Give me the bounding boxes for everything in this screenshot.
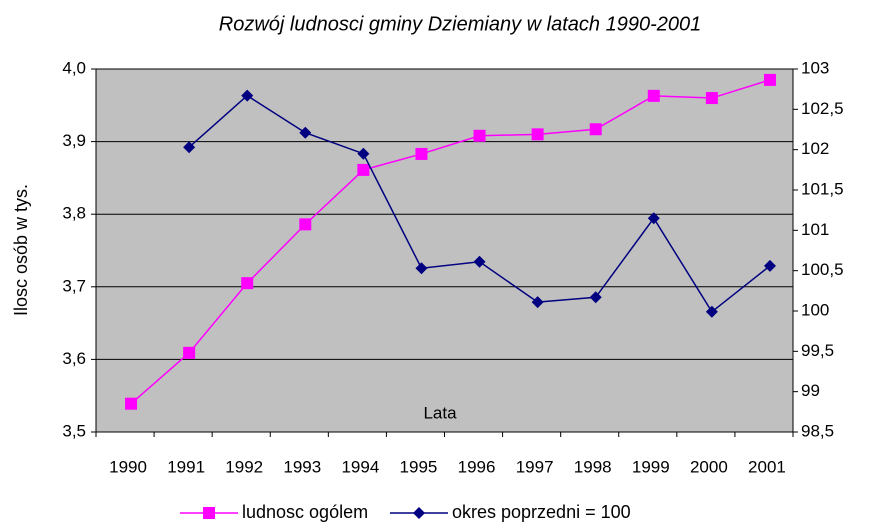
x-tick-label: 1998 bbox=[574, 457, 612, 476]
y-tick-label: 3,5 bbox=[62, 421, 86, 440]
marker bbox=[647, 212, 660, 225]
chart-title: Rozwój ludnosci gminy Dziemiany w latach… bbox=[219, 13, 701, 35]
y-axis-label: Ilosc osób w tys. bbox=[11, 184, 31, 316]
x-tick-label: 1991 bbox=[167, 457, 205, 476]
marker bbox=[531, 296, 544, 309]
y-tick-label: 4,0 bbox=[62, 58, 86, 77]
y2-tick-label: 101 bbox=[801, 220, 829, 239]
y2-tick-label: 101,5 bbox=[801, 179, 844, 198]
y2-tick-label: 99 bbox=[801, 381, 820, 400]
x-tick-label: 1992 bbox=[225, 457, 263, 476]
marker bbox=[203, 507, 215, 519]
marker bbox=[473, 255, 486, 268]
plot-area bbox=[95, 68, 794, 433]
y-tick-label: 3,9 bbox=[62, 131, 86, 150]
marker bbox=[763, 73, 776, 86]
marker bbox=[705, 92, 718, 105]
marker bbox=[125, 397, 138, 410]
y2-tick-label: 102,5 bbox=[801, 99, 844, 118]
marker bbox=[413, 507, 425, 519]
y-tick-label: 3,7 bbox=[62, 276, 86, 295]
legend-label: ludnosc ogólem bbox=[242, 502, 368, 522]
marker bbox=[415, 147, 428, 160]
marker bbox=[241, 89, 254, 102]
series-line bbox=[130, 79, 771, 405]
x-tick-label: 2001 bbox=[748, 457, 786, 476]
y2-tick-label: 100 bbox=[801, 300, 829, 319]
x-tick-label: 2000 bbox=[690, 457, 728, 476]
y2-tick-label: 102 bbox=[801, 139, 829, 158]
y2-tick-label: 98,5 bbox=[801, 421, 834, 440]
x-tick-label: 1997 bbox=[516, 457, 554, 476]
x-tick-label: 1995 bbox=[400, 457, 438, 476]
marker bbox=[241, 277, 254, 290]
marker bbox=[357, 163, 370, 176]
marker bbox=[415, 262, 428, 275]
x-axis-label: Lata bbox=[423, 403, 457, 422]
marker bbox=[589, 291, 602, 304]
y2-tick-label: 100,5 bbox=[801, 260, 844, 279]
y2-tick-label: 103 bbox=[801, 58, 829, 77]
y-tick-label: 3,8 bbox=[62, 204, 86, 223]
marker bbox=[357, 147, 370, 160]
marker bbox=[183, 141, 196, 154]
marker bbox=[183, 346, 196, 359]
x-tick-label: 1996 bbox=[458, 457, 496, 476]
marker bbox=[299, 126, 312, 139]
y2-tick-label: 99,5 bbox=[801, 341, 834, 360]
x-tick-label: 1999 bbox=[632, 457, 670, 476]
marker bbox=[531, 128, 544, 141]
x-tick-label: 1994 bbox=[341, 457, 379, 476]
marker bbox=[763, 259, 776, 272]
marker bbox=[647, 89, 660, 102]
x-tick-label: 1993 bbox=[283, 457, 321, 476]
marker bbox=[473, 129, 486, 142]
x-tick-label: 1990 bbox=[109, 457, 147, 476]
marker bbox=[705, 305, 718, 318]
marker bbox=[589, 123, 602, 136]
legend-label: okres poprzedni = 100 bbox=[452, 502, 631, 522]
marker bbox=[299, 218, 312, 231]
y-tick-label: 3,6 bbox=[62, 349, 86, 368]
